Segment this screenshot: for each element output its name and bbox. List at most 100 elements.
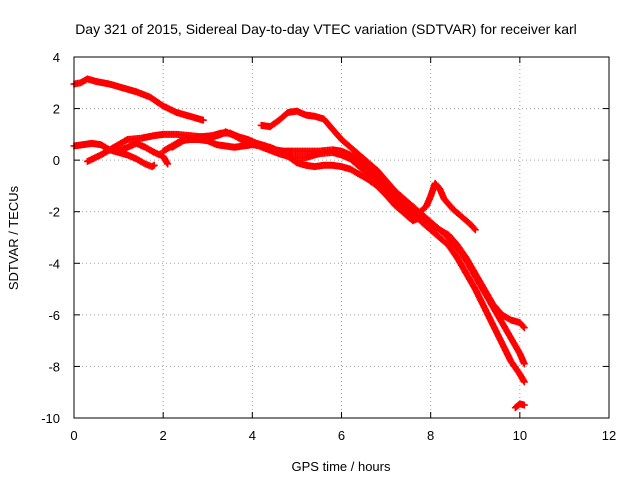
data-point [135, 91, 138, 93]
data-point [501, 342, 503, 345]
x-tick-label: 10 [513, 428, 527, 443]
series-track-4 [115, 139, 172, 168]
tick-labels: 0 2 4 6 8 10 12 -10 -8 -6 -4 -2 0 2 4 [41, 50, 616, 443]
data-point [429, 228, 432, 231]
data-point [82, 143, 84, 146]
data-point [153, 164, 156, 167]
data-point [340, 150, 343, 152]
data-point [425, 205, 428, 208]
data-point [144, 163, 147, 165]
data-point [233, 146, 236, 149]
data-point [126, 146, 129, 149]
data-point [153, 151, 156, 154]
x-tick-label: 4 [249, 428, 256, 443]
series-track-8 [511, 400, 528, 412]
data-point [305, 156, 307, 159]
data-point [166, 163, 169, 165]
data-point [305, 164, 307, 167]
data-point [519, 403, 521, 405]
series-track-1 [70, 75, 207, 124]
x-axis-title: GPS time / hours [292, 459, 391, 474]
data-point [367, 167, 370, 169]
data-point [519, 321, 521, 324]
data-point [358, 165, 361, 168]
data-point [135, 142, 138, 145]
series-track-7 [257, 107, 528, 386]
grid-lines [74, 57, 609, 418]
data-point [313, 165, 316, 168]
data-point [305, 150, 307, 152]
data-point [501, 314, 503, 316]
data-point [99, 154, 102, 156]
x-tick-label: 6 [338, 428, 345, 443]
data-point [331, 164, 334, 167]
data-point [229, 132, 231, 134]
data-point [175, 133, 178, 136]
data-point [108, 83, 111, 85]
series-track-5 [159, 136, 528, 332]
data-point [278, 119, 280, 121]
data-point [162, 105, 164, 107]
data-point [162, 155, 164, 158]
data-point [443, 198, 445, 200]
data-point [224, 145, 227, 147]
y-axis-title: SDTVAR / TECUs [6, 185, 21, 290]
data-point [438, 228, 441, 231]
data-point [95, 80, 98, 83]
data-point [238, 136, 240, 138]
data-point [367, 161, 370, 164]
data-point [412, 205, 414, 208]
y-tick-label: 4 [53, 50, 60, 65]
data-point [151, 165, 153, 168]
data-point [523, 326, 526, 329]
data-point [438, 236, 441, 239]
data-point [322, 164, 325, 167]
data-point [86, 160, 89, 163]
data-point [269, 125, 271, 128]
data-point [273, 149, 276, 151]
data-point [465, 272, 468, 275]
data-point [429, 221, 432, 223]
data-point [523, 404, 526, 406]
data-point [349, 168, 352, 170]
data-point [367, 178, 370, 181]
y-tick-label: 2 [53, 102, 60, 117]
data-point [264, 145, 267, 147]
series-track-6 [168, 129, 528, 368]
data-point [385, 188, 387, 191]
data-point [287, 155, 289, 158]
data-point [469, 223, 472, 226]
data-point [483, 306, 485, 308]
data-point [255, 142, 258, 145]
data-point [144, 146, 147, 149]
data-point [291, 150, 294, 152]
data-point [198, 136, 200, 138]
data-point [394, 204, 396, 207]
data-point [420, 213, 423, 216]
data-point [385, 194, 387, 196]
data-point [394, 198, 396, 200]
data-point [412, 219, 414, 222]
data-point [86, 78, 89, 80]
data-point [474, 288, 477, 290]
data-point [296, 110, 298, 112]
data-point [331, 149, 334, 151]
data-point [171, 146, 173, 149]
data-point [492, 324, 494, 326]
data-point [215, 143, 218, 146]
data-point [211, 134, 214, 137]
data-point-markers [159, 136, 528, 332]
data-point [447, 244, 450, 247]
data-point [99, 143, 102, 146]
data-point [514, 406, 517, 409]
data-point [420, 221, 423, 223]
data-point [135, 158, 138, 160]
data-point [510, 360, 512, 363]
data-point [340, 138, 343, 141]
data-point [140, 137, 142, 140]
data-point [385, 179, 387, 182]
data-point [367, 173, 370, 176]
data-point [296, 161, 298, 164]
data-point [358, 154, 361, 156]
y-tick-label: -6 [48, 308, 60, 323]
